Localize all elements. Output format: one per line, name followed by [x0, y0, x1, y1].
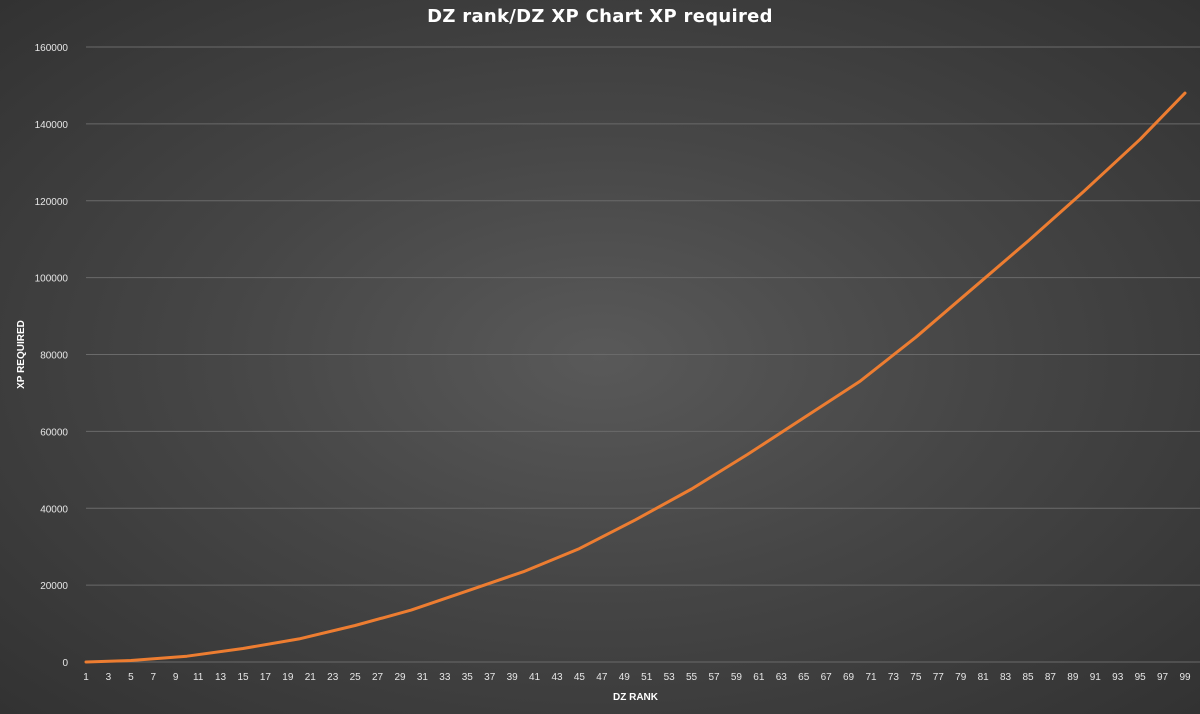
- x-tick-label: 35: [462, 672, 474, 683]
- x-tick-label: 31: [417, 672, 429, 683]
- x-tick-label: 97: [1157, 672, 1169, 683]
- x-tick-label: 67: [821, 672, 833, 683]
- y-tick-label: 80000: [40, 351, 68, 362]
- x-tick-label: 41: [529, 672, 541, 683]
- x-tick-label: 91: [1090, 672, 1102, 683]
- x-axis-label: DZ RANK: [613, 692, 659, 703]
- y-tick-label: 20000: [40, 581, 68, 592]
- x-tick-label: 59: [731, 672, 743, 683]
- x-tick-label: 81: [978, 672, 990, 683]
- x-tick-label: 1: [83, 672, 89, 683]
- x-tick-label: 75: [910, 672, 922, 683]
- x-tick-label: 83: [1000, 672, 1012, 683]
- x-tick-label: 3: [106, 672, 112, 683]
- x-tick-label: 55: [686, 672, 698, 683]
- x-tick-label: 45: [574, 672, 586, 683]
- x-tick-label: 77: [933, 672, 945, 683]
- series-layer: [84, 91, 1187, 664]
- chart-title: DZ rank/DZ XP Chart XP required: [427, 6, 773, 27]
- x-tick-label: 47: [596, 672, 608, 683]
- gridlines: [86, 46, 1200, 663]
- x-tick-label: 65: [798, 672, 810, 683]
- x-tick-label: 51: [641, 672, 653, 683]
- x-tick-label: 79: [955, 672, 967, 683]
- x-tick-label: 17: [260, 672, 272, 683]
- x-tick-label: 99: [1179, 672, 1191, 683]
- x-tick-label: 27: [372, 672, 384, 683]
- x-tick-label: 57: [708, 672, 720, 683]
- x-tick-label: 5: [128, 672, 134, 683]
- x-tick-label: 73: [888, 672, 900, 683]
- x-tick-label: 25: [350, 672, 362, 683]
- x-tick-label: 29: [394, 672, 406, 683]
- y-tick-label: 60000: [40, 427, 68, 438]
- x-tick-label: 69: [843, 672, 855, 683]
- x-tick-label: 95: [1135, 672, 1147, 683]
- series-line: [84, 91, 1187, 664]
- y-tick-label: 0: [62, 658, 68, 669]
- x-tick-label: 33: [439, 672, 451, 683]
- x-tick-label: 11: [193, 672, 204, 683]
- x-tick-label: 89: [1067, 672, 1079, 683]
- y-tick-label: 120000: [35, 197, 69, 208]
- x-tick-label: 85: [1022, 672, 1034, 683]
- y-tick-label: 40000: [40, 504, 68, 515]
- x-tick-label: 71: [865, 672, 877, 683]
- y-tick-label: 140000: [35, 120, 69, 131]
- y-axis-label: XP REQUIRED: [16, 320, 27, 389]
- y-tick-label: 160000: [35, 43, 69, 54]
- x-tick-label: 61: [753, 672, 765, 683]
- x-tick-label: 43: [551, 672, 563, 683]
- x-tick-label: 15: [237, 672, 249, 683]
- x-tick-label: 13: [215, 672, 227, 683]
- x-tick-label: 7: [151, 672, 157, 683]
- x-axis-ticks: 1 3 5 7 9 11 13 15 17 19 21 23 25 27 29 31 33 35 37 39 41 43 4…: [83, 672, 1191, 683]
- x-tick-label: 21: [305, 672, 317, 683]
- x-tick-label: 49: [619, 672, 631, 683]
- x-tick-label: 9: [173, 672, 179, 683]
- x-tick-label: 37: [484, 672, 496, 683]
- x-tick-label: 93: [1112, 672, 1124, 683]
- x-tick-label: 87: [1045, 672, 1057, 683]
- x-tick-label: 23: [327, 672, 339, 683]
- x-tick-label: 53: [664, 672, 676, 683]
- y-axis-ticks: 0 20000 40000 60000 80000 100000 120000 140000 1…: [35, 43, 69, 669]
- x-tick-label: 39: [507, 672, 519, 683]
- x-tick-label: 63: [776, 672, 788, 683]
- y-tick-label: 100000: [35, 274, 69, 285]
- x-tick-label: 19: [282, 672, 294, 683]
